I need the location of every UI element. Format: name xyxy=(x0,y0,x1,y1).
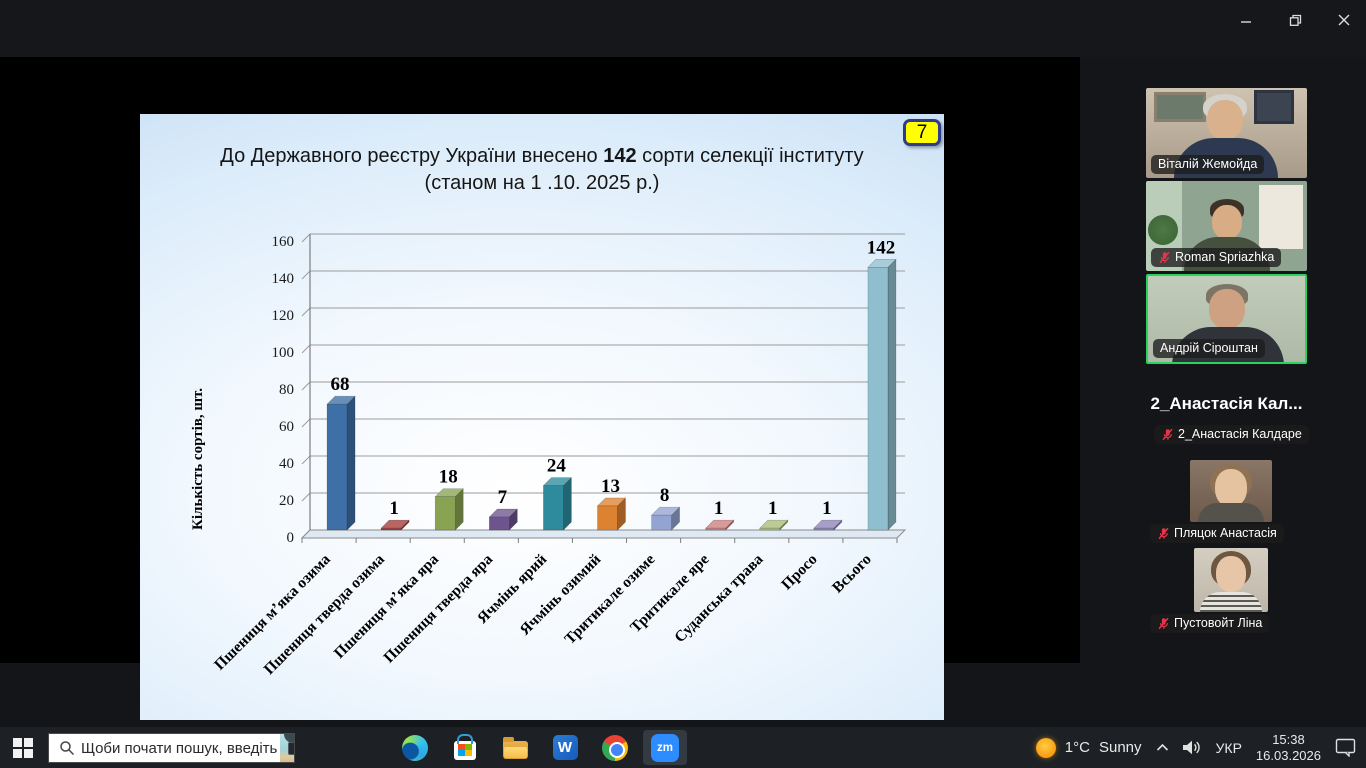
restore-button[interactable] xyxy=(1285,10,1305,30)
participant-tile[interactable]: Андрій Сіроштан xyxy=(1146,274,1307,364)
app-edge[interactable] xyxy=(390,727,440,768)
windows-logo-icon xyxy=(13,737,33,758)
svg-text:100: 100 xyxy=(272,345,295,361)
svg-text:142: 142 xyxy=(867,237,896,258)
slide-title: До Державного реєстру України внесено 14… xyxy=(140,143,944,197)
muted-mic-icon xyxy=(1158,617,1169,629)
participant-video xyxy=(1190,460,1272,522)
minimize-icon xyxy=(1241,21,1251,23)
start-button[interactable] xyxy=(0,727,46,768)
app-zoom[interactable]: zm xyxy=(643,730,687,765)
app-word[interactable]: W xyxy=(540,727,590,768)
svg-text:140: 140 xyxy=(272,271,295,287)
system-tray: 1°C Sunny УКР 15:38 16.03.2026 xyxy=(1035,727,1356,768)
muted-mic-icon xyxy=(1159,251,1170,263)
svg-text:60: 60 xyxy=(279,419,294,435)
app-file-explorer[interactable] xyxy=(490,727,540,768)
window-controls xyxy=(1236,10,1354,30)
language-indicator[interactable]: УКР xyxy=(1215,739,1242,756)
close-button[interactable] xyxy=(1334,10,1354,30)
taskbar-apps: W zm xyxy=(390,727,690,768)
slide-number-badge: 7 xyxy=(903,119,941,146)
search-icon xyxy=(60,741,75,756)
taskbar: W zm 1°C Sunny УКР 15:38 16.03.2026 xyxy=(0,727,1366,768)
sun-icon xyxy=(1035,737,1056,758)
svg-text:1: 1 xyxy=(768,498,778,519)
word-icon: W xyxy=(552,735,578,760)
svg-text:8: 8 xyxy=(660,485,670,506)
svg-text:160: 160 xyxy=(272,234,295,250)
chevron-up-icon xyxy=(1156,743,1168,751)
svg-text:Всього: Всього xyxy=(829,551,875,597)
tray-chevron-button[interactable] xyxy=(1156,743,1169,752)
svg-text:40: 40 xyxy=(279,456,294,472)
svg-text:18: 18 xyxy=(439,467,458,488)
presentation-slide: До Державного реєстру України внесено 14… xyxy=(140,114,944,720)
svg-text:0: 0 xyxy=(287,530,295,546)
slide-title-line1: До Державного реєстру України внесено 14… xyxy=(220,145,864,167)
svg-text:24: 24 xyxy=(547,456,567,477)
participant-tile[interactable]: Віталій Жемойда xyxy=(1146,88,1307,178)
svg-text:80: 80 xyxy=(279,382,294,398)
svg-text:Кількість сортів, шт.: Кількість сортів, шт. xyxy=(190,388,206,530)
chat-bubble-icon xyxy=(1335,738,1356,757)
weather-temp: 1°C xyxy=(1064,739,1090,756)
slide-title-line2: (станом на 1 .10. 2025 р.) xyxy=(424,172,660,194)
app-chrome[interactable] xyxy=(590,727,640,768)
participant-name-label: Пляцок Анастасія xyxy=(1150,524,1284,543)
weather-condition: Sunny xyxy=(1098,739,1142,756)
tv-illustration xyxy=(288,742,294,755)
restore-icon xyxy=(1289,14,1301,26)
svg-text:120: 120 xyxy=(272,308,295,324)
edge-icon xyxy=(402,734,428,761)
tray-time: 15:38 xyxy=(1272,731,1305,747)
svg-text:20: 20 xyxy=(279,493,294,509)
participant-name-label: Roman Spriazhka xyxy=(1151,248,1282,267)
participant-tile[interactable]: Roman Spriazhka xyxy=(1146,181,1307,271)
svg-text:Пшениця м’яка яра: Пшениця м’яка яра xyxy=(331,551,442,662)
svg-text:13: 13 xyxy=(601,476,620,497)
clock[interactable]: 15:38 16.03.2026 xyxy=(1256,732,1321,764)
store-icon xyxy=(454,733,476,760)
participant-name-label: Віталій Жемойда xyxy=(1151,155,1265,174)
taskbar-search[interactable] xyxy=(48,733,295,763)
notifications-button[interactable] xyxy=(1335,738,1356,757)
search-highlight-image[interactable] xyxy=(280,734,294,762)
participant-tile[interactable]: 2_Анастасія Кал... 2_Анастасія Калдаре xyxy=(1146,364,1309,459)
app-microsoft-store[interactable] xyxy=(440,727,490,768)
close-icon xyxy=(1338,14,1350,26)
participant-tile[interactable]: Пустовойт Ліна xyxy=(1146,548,1307,644)
participant-name-label: Андрій Сіроштан xyxy=(1153,339,1265,358)
svg-text:1: 1 xyxy=(714,498,724,519)
participant-name-label: 2_Анастасія Калдаре xyxy=(1154,425,1309,444)
participant-name-label: Пустовойт Ліна xyxy=(1150,614,1270,633)
bridge-illustration xyxy=(284,734,294,743)
svg-text:1: 1 xyxy=(389,498,399,519)
chrome-icon xyxy=(602,734,628,761)
screen-share-area: До Державного реєстру України внесено 14… xyxy=(0,57,1080,720)
svg-text:7: 7 xyxy=(498,487,508,508)
minimize-button[interactable] xyxy=(1236,10,1256,30)
muted-mic-icon xyxy=(1158,527,1169,539)
participant-tile[interactable]: Пляцок Анастасія xyxy=(1146,460,1307,556)
tray-date: 16.03.2026 xyxy=(1255,747,1321,763)
muted-mic-icon xyxy=(1162,428,1173,440)
search-input[interactable] xyxy=(75,739,280,757)
speaker-icon xyxy=(1182,740,1200,755)
svg-text:Просо: Просо xyxy=(778,551,821,594)
zoom-icon: zm xyxy=(651,733,679,762)
volume-button[interactable] xyxy=(1182,740,1202,755)
file-explorer-icon xyxy=(502,737,528,759)
participants-sidebar: Віталій Жемойда Roman Spriazhka Андрій Сір… xyxy=(1080,57,1366,727)
svg-text:Пшениця тверда яра: Пшениця тверда яра xyxy=(380,551,496,667)
svg-text:Тритикале озиме: Тритикале озиме xyxy=(561,551,658,648)
participant-display-name: 2_Анастасія Кал... xyxy=(1150,394,1303,413)
svg-text:1: 1 xyxy=(822,498,832,519)
window-titlebar xyxy=(0,0,1366,57)
weather-widget[interactable]: 1°C Sunny xyxy=(1035,737,1142,758)
participant-video xyxy=(1194,548,1268,612)
svg-text:68: 68 xyxy=(331,374,350,395)
